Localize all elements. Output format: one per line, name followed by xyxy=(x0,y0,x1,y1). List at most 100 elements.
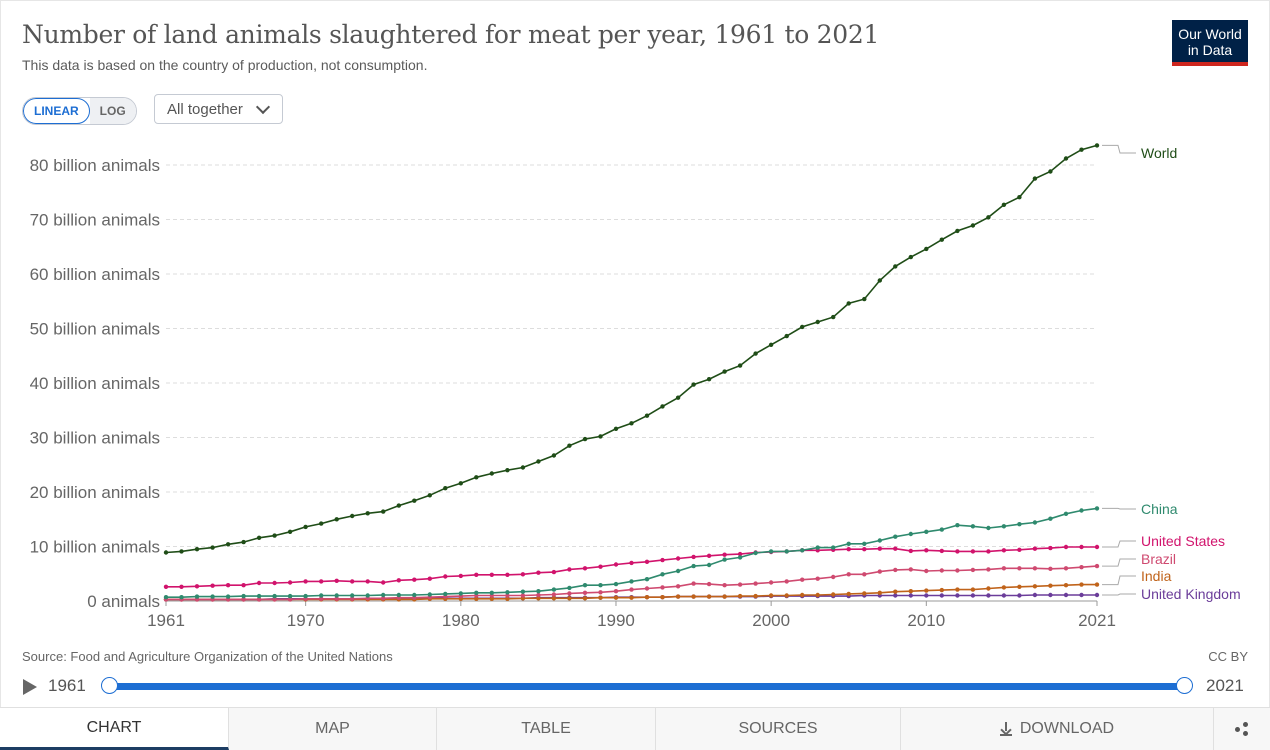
data-point[interactable] xyxy=(660,557,665,563)
data-point[interactable] xyxy=(831,314,836,320)
data-point[interactable] xyxy=(256,597,262,602)
data-point[interactable] xyxy=(722,583,727,588)
data-point[interactable] xyxy=(365,511,370,516)
data-point[interactable] xyxy=(567,591,572,596)
data-point[interactable] xyxy=(815,545,820,550)
data-point[interactable] xyxy=(831,592,836,597)
data-point[interactable] xyxy=(443,486,448,491)
tab-sources[interactable]: SOURCES xyxy=(656,708,901,750)
data-point[interactable] xyxy=(970,567,976,573)
data-point[interactable] xyxy=(846,547,851,552)
entity-mode-select[interactable]: All together xyxy=(154,94,283,124)
timeline-track[interactable] xyxy=(110,683,1185,690)
data-point[interactable] xyxy=(613,562,619,567)
data-point[interactable] xyxy=(505,468,510,473)
data-point[interactable] xyxy=(1001,585,1007,590)
data-point[interactable] xyxy=(1063,544,1069,550)
data-point[interactable] xyxy=(753,351,758,356)
data-point[interactable] xyxy=(1032,584,1038,589)
data-point[interactable] xyxy=(955,549,960,554)
data-point[interactable] xyxy=(815,576,820,581)
data-point[interactable] xyxy=(986,215,991,220)
data-point[interactable] xyxy=(737,555,743,560)
tab-download[interactable]: DOWNLOAD xyxy=(901,708,1214,750)
play-icon[interactable] xyxy=(23,679,37,695)
data-point[interactable] xyxy=(210,545,215,550)
data-point[interactable] xyxy=(536,589,541,594)
data-point[interactable] xyxy=(1094,563,1100,569)
linear-scale-button[interactable]: LINEAR xyxy=(23,98,90,124)
data-point[interactable] xyxy=(256,580,262,586)
data-point[interactable] xyxy=(505,572,510,577)
data-point[interactable] xyxy=(893,593,898,598)
data-point[interactable] xyxy=(706,581,712,587)
data-point[interactable] xyxy=(381,596,386,601)
data-point[interactable] xyxy=(862,541,867,546)
data-point[interactable] xyxy=(1094,582,1100,587)
data-point[interactable] xyxy=(334,593,339,598)
data-point[interactable] xyxy=(846,541,851,546)
data-point[interactable] xyxy=(598,583,603,588)
data-point[interactable] xyxy=(287,580,293,585)
data-point[interactable] xyxy=(706,377,712,382)
data-point[interactable] xyxy=(613,581,619,587)
data-point[interactable] xyxy=(179,584,184,589)
data-point[interactable] xyxy=(1048,169,1053,174)
data-point[interactable] xyxy=(753,593,758,599)
data-point[interactable] xyxy=(846,591,851,597)
data-point[interactable] xyxy=(908,589,913,594)
data-point[interactable] xyxy=(629,421,634,426)
data-point[interactable] xyxy=(924,588,929,593)
data-point[interactable] xyxy=(955,568,960,573)
data-point[interactable] xyxy=(644,577,650,582)
data-point[interactable] xyxy=(489,572,494,577)
data-point[interactable] xyxy=(800,577,805,582)
data-point[interactable] xyxy=(474,572,479,577)
data-point[interactable] xyxy=(675,594,681,599)
data-point[interactable] xyxy=(893,589,898,594)
data-point[interactable] xyxy=(474,475,479,480)
data-point[interactable] xyxy=(924,593,929,598)
data-point[interactable] xyxy=(706,553,712,558)
data-point[interactable] xyxy=(458,573,463,579)
data-point[interactable] xyxy=(660,572,665,577)
data-point[interactable] xyxy=(520,589,526,594)
data-point[interactable] xyxy=(1032,520,1038,525)
data-point[interactable] xyxy=(1079,582,1084,587)
data-point[interactable] xyxy=(629,560,634,566)
data-point[interactable] xyxy=(970,524,976,529)
data-point[interactable] xyxy=(924,529,929,534)
data-point[interactable] xyxy=(474,596,479,601)
data-point[interactable] xyxy=(1032,546,1038,551)
data-point[interactable] xyxy=(567,567,572,572)
data-point[interactable] xyxy=(319,596,324,601)
data-point[interactable] xyxy=(582,583,588,588)
data-point[interactable] xyxy=(939,527,944,532)
data-point[interactable] xyxy=(986,593,991,598)
data-point[interactable] xyxy=(722,552,727,557)
data-point[interactable] xyxy=(1017,566,1022,571)
data-point[interactable] xyxy=(924,568,929,574)
data-point[interactable] xyxy=(691,581,696,586)
data-point[interactable] xyxy=(163,584,169,589)
data-point[interactable] xyxy=(551,453,557,458)
data-point[interactable] xyxy=(675,556,681,561)
data-point[interactable] xyxy=(287,529,293,534)
data-point[interactable] xyxy=(1001,593,1007,598)
data-point[interactable] xyxy=(691,554,696,560)
data-point[interactable] xyxy=(1032,566,1038,571)
data-point[interactable] xyxy=(225,594,231,599)
data-point[interactable] xyxy=(598,595,603,600)
data-point[interactable] xyxy=(1017,593,1022,598)
data-point[interactable] xyxy=(722,369,727,374)
data-point[interactable] xyxy=(1032,176,1038,181)
data-point[interactable] xyxy=(179,549,184,554)
data-point[interactable] xyxy=(303,524,308,530)
data-point[interactable] xyxy=(1048,516,1053,521)
data-point[interactable] xyxy=(210,594,215,599)
data-point[interactable] xyxy=(303,579,308,584)
data-point[interactable] xyxy=(784,333,789,339)
data-point[interactable] xyxy=(598,434,603,439)
share-button[interactable] xyxy=(1214,708,1270,750)
data-point[interactable] xyxy=(567,585,572,591)
